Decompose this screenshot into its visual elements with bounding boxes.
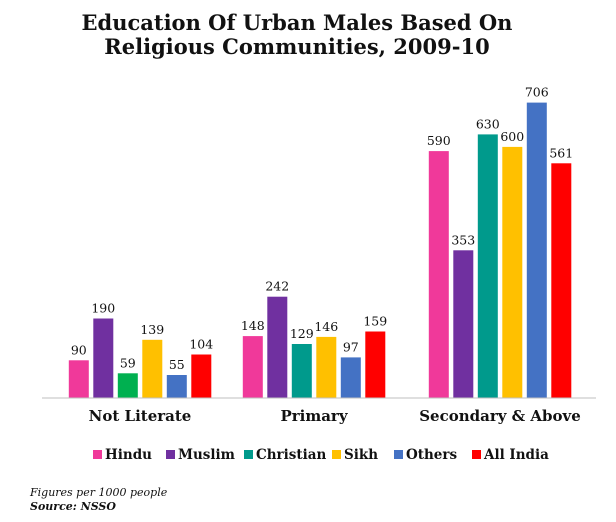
category-label-primary: Primary <box>280 407 348 425</box>
data-label-primary-christian: 129 <box>290 326 314 341</box>
bar-primary-sikh <box>316 336 337 398</box>
bar-secondary-above-muslim <box>453 250 474 398</box>
legend-swatch-christian <box>244 450 253 459</box>
data-label-not-literate-all-india: 104 <box>189 337 213 352</box>
bar-secondary-above-hindu <box>428 151 449 398</box>
bar-not-literate-hindu <box>68 360 89 398</box>
bar-primary-all-india <box>365 331 386 398</box>
footnote-source: Source: NSSO <box>30 500 116 513</box>
bars-group <box>68 102 572 398</box>
legend: Hindu Muslim Christian Sikh Others All India <box>93 447 549 463</box>
bar-secondary-above-christian <box>477 134 498 398</box>
data-label-not-literate-muslim: 190 <box>91 301 115 316</box>
bar-primary-hindu <box>242 336 263 398</box>
data-label-primary-sikh: 146 <box>314 319 338 334</box>
data-label-secondary-above-hindu: 590 <box>427 133 451 148</box>
bar-not-literate-all-india <box>191 354 212 398</box>
data-label-secondary-above-christian: 630 <box>476 116 500 131</box>
bar-primary-others <box>340 357 361 398</box>
data-label-secondary-above-all-india: 561 <box>549 145 573 160</box>
legend-swatch-sikh <box>332 450 341 459</box>
bar-secondary-above-all-india <box>551 163 572 398</box>
bar-not-literate-christian <box>117 373 138 398</box>
chart-title-line-1: Education Of Urban Males Based On <box>82 10 513 35</box>
bar-secondary-above-sikh <box>502 146 523 398</box>
legend-swatch-others <box>394 450 403 459</box>
data-label-primary-muslim: 242 <box>265 279 289 294</box>
legend-label-sikh: Sikh <box>344 447 378 463</box>
category-label-secondary-above: Secondary & Above <box>419 407 581 425</box>
bar-primary-muslim <box>267 296 288 398</box>
legend-label-all-india: All India <box>483 447 549 463</box>
chart-title-line-2: Religious Communities, 2009-10 <box>104 34 489 59</box>
data-label-not-literate-christian: 59 <box>120 355 136 370</box>
data-label-primary-others: 97 <box>343 339 359 354</box>
legend-label-hindu: Hindu <box>105 447 152 463</box>
data-label-primary-all-india: 159 <box>363 314 387 329</box>
bar-secondary-above-others <box>526 102 547 398</box>
legend-swatch-muslim <box>166 450 175 459</box>
data-label-not-literate-sikh: 139 <box>140 322 164 337</box>
category-label-not-literate: Not Literate <box>89 407 192 425</box>
footnote-note: Figures per 1000 people <box>29 486 168 499</box>
data-label-primary-hindu: 148 <box>241 318 265 333</box>
data-label-secondary-above-muslim: 353 <box>451 232 475 247</box>
legend-label-muslim: Muslim <box>178 447 235 463</box>
category-labels-group: Not Literate Primary Secondary & Above <box>89 407 581 425</box>
data-label-not-literate-others: 55 <box>169 357 185 372</box>
legend-label-others: Others <box>406 447 458 463</box>
bar-primary-christian <box>291 344 312 398</box>
legend-swatch-all-india <box>472 450 481 459</box>
bar-not-literate-muslim <box>93 318 114 398</box>
bar-not-literate-others <box>166 375 187 398</box>
legend-label-christian: Christian <box>256 447 327 463</box>
legend-swatch-hindu <box>93 450 102 459</box>
data-label-not-literate-hindu: 90 <box>71 342 87 357</box>
bar-not-literate-sikh <box>142 339 163 398</box>
data-label-secondary-above-others: 706 <box>525 85 549 100</box>
data-label-secondary-above-sikh: 600 <box>500 129 524 144</box>
data-labels-group: 90 190 59 139 55 104 148 242 129 146 97 159 590 353 63… <box>71 85 573 372</box>
